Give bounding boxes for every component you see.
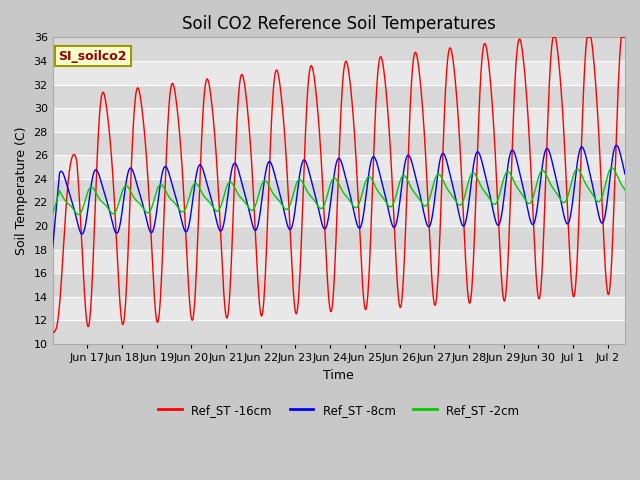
Bar [52,203,625,226]
Title: Soil CO2 Reference Soil Temperatures: Soil CO2 Reference Soil Temperatures [182,15,496,33]
Bar [52,155,625,179]
Bar [52,273,625,297]
Bar [52,297,625,320]
Bar [52,132,625,155]
Legend: Ref_ST -16cm, Ref_ST -8cm, Ref_ST -2cm: Ref_ST -16cm, Ref_ST -8cm, Ref_ST -2cm [154,399,524,421]
Bar [52,84,625,108]
Y-axis label: Soil Temperature (C): Soil Temperature (C) [15,126,28,255]
Bar [52,250,625,273]
Bar [52,37,625,61]
X-axis label: Time: Time [323,369,354,382]
Bar [52,226,625,250]
Bar [52,108,625,132]
Bar [52,320,625,344]
Bar [52,179,625,203]
Text: SI_soilco2: SI_soilco2 [58,49,127,62]
Bar [52,61,625,84]
